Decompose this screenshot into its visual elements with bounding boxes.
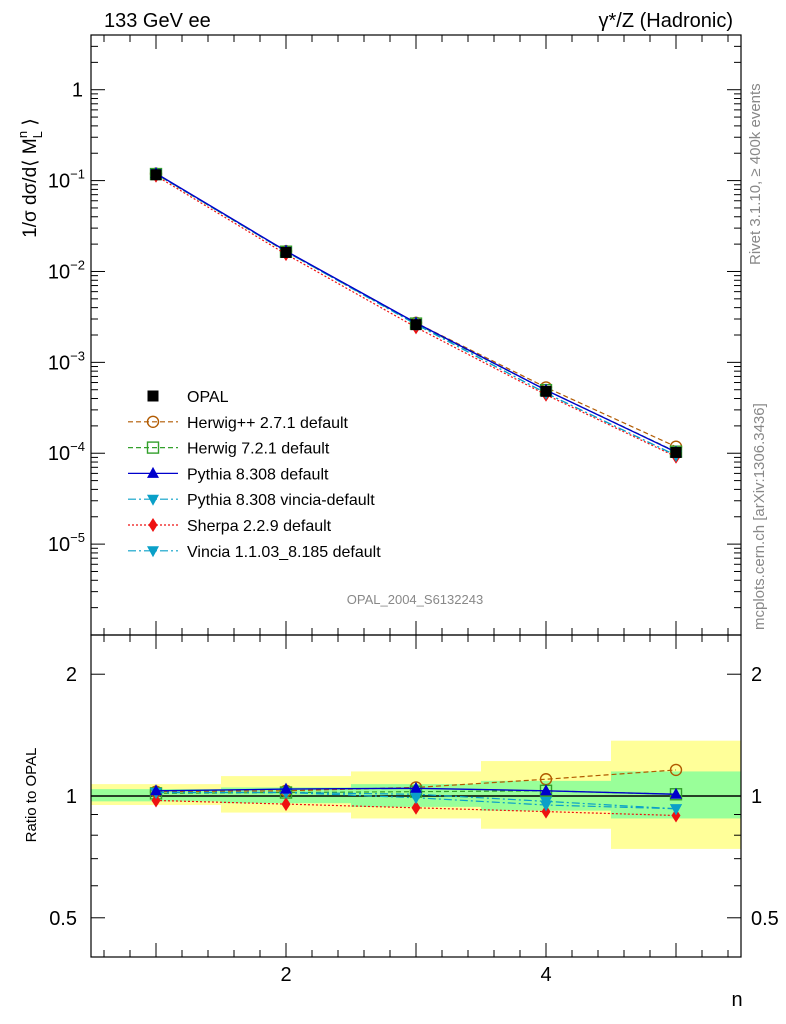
legend-label-pythia_vincia: Pythia 8.308 vincia-default (187, 492, 375, 509)
legend-marker-pythia_vincia (147, 494, 159, 506)
ratio-point-sherpa (671, 808, 681, 823)
y-tick-label: 10−4 (48, 439, 85, 465)
ratio-point-pythia (670, 787, 682, 799)
ratio-point-vincia (410, 793, 422, 805)
ratio-ylabel: Ratio to OPAL (23, 748, 40, 843)
point-opal (540, 385, 552, 397)
ratio-point-herwigpp (669, 763, 683, 777)
ratio-y-tick-label: 2 (66, 664, 77, 686)
ratio-series (91, 763, 741, 823)
series-line-herwig7 (155, 173, 677, 453)
legend-label-vincia: Vincia 1.1.03_8.185 default (187, 544, 381, 561)
point-opal (280, 246, 292, 258)
legend-label-opal: OPAL (187, 389, 229, 406)
legend-marker-herwig7 (146, 441, 160, 454)
x-tick-label: 4 (540, 964, 551, 986)
legend-marker-sherpa (148, 518, 158, 532)
legend-marker-opal (147, 390, 159, 402)
ratio-point-vincia (540, 800, 552, 812)
ratio-point-pythia (410, 781, 422, 793)
main-ylabel: 1/σ dσ/d⟨ MLn ⟩ (15, 118, 45, 238)
y-tick-label: 10−3 (48, 348, 85, 374)
rivet-label: Rivet 3.1.10, ≥ 400k events (747, 83, 764, 265)
ratio-point-sherpa (281, 797, 291, 812)
plot-frames: 1 10−1 10−2 10−3 10−4 10−5 0.5 0.5 1 1 2 2 2 4 (48, 34, 779, 986)
ratio-y-tick-label: 1 (66, 786, 77, 808)
ratio-y-tick-label-right: 1 (751, 786, 762, 808)
legend: OPAL Herwig++ 2.7.1 default Herwig 7.2.1 d… (128, 389, 381, 561)
ratio-y-tick-label-right: 0.5 (751, 908, 779, 930)
x-axis-label: n (731, 989, 742, 1011)
header-left-label: 133 GeV ee (104, 10, 211, 32)
legend-label-sherpa: Sherpa 2.2.9 default (187, 518, 332, 535)
svg-text:1/σ dσ/d⟨ MLn ⟩: 1/σ dσ/d⟨ MLn ⟩ (15, 118, 45, 238)
header-right-label: γ*/Z (Hadronic) (599, 10, 733, 32)
y-tick-label: 1 (72, 80, 83, 102)
legend-marker-vincia (147, 546, 159, 558)
x-tick-label: 2 (280, 964, 291, 986)
ratio-point-sherpa (411, 800, 421, 815)
y-tick-label: 10−2 (48, 257, 85, 283)
ratio-point-pythia (150, 784, 162, 796)
ratio-point-pythia (540, 784, 552, 796)
analysis-id: OPAL_2004_S6132243 (347, 592, 483, 607)
ratio-point-vincia (670, 804, 682, 816)
legend-label-herwigpp: Herwig++ 2.7.1 default (187, 415, 349, 432)
ratio-point-pythia (280, 782, 292, 794)
legend-marker-pythia (147, 466, 159, 478)
series-line-vincia (155, 173, 677, 456)
series-line-herwigpp (155, 173, 677, 448)
ratio-y-tick-label-right: 2 (751, 664, 762, 686)
point-opal (150, 169, 162, 181)
legend-marker-herwigpp (146, 415, 160, 428)
series-line-pythia (155, 172, 677, 453)
series-line-pythia_vincia (155, 173, 677, 456)
main-series (149, 166, 683, 464)
ratio-point-sherpa (541, 804, 551, 819)
legend-label-herwig7: Herwig 7.2.1 default (187, 441, 330, 458)
y-tick-label: 10−1 (48, 167, 85, 193)
y-tick-label: 10−5 (48, 530, 85, 556)
legend-label-pythia: Pythia 8.308 default (187, 466, 329, 483)
ratio-point-sherpa (151, 793, 161, 808)
point-opal (670, 446, 682, 458)
ratio-y-tick-label: 0.5 (49, 908, 77, 930)
point-opal (410, 319, 422, 331)
mcplots-label: mcplots.cern.ch [arXiv:1306.3436] (751, 403, 768, 630)
